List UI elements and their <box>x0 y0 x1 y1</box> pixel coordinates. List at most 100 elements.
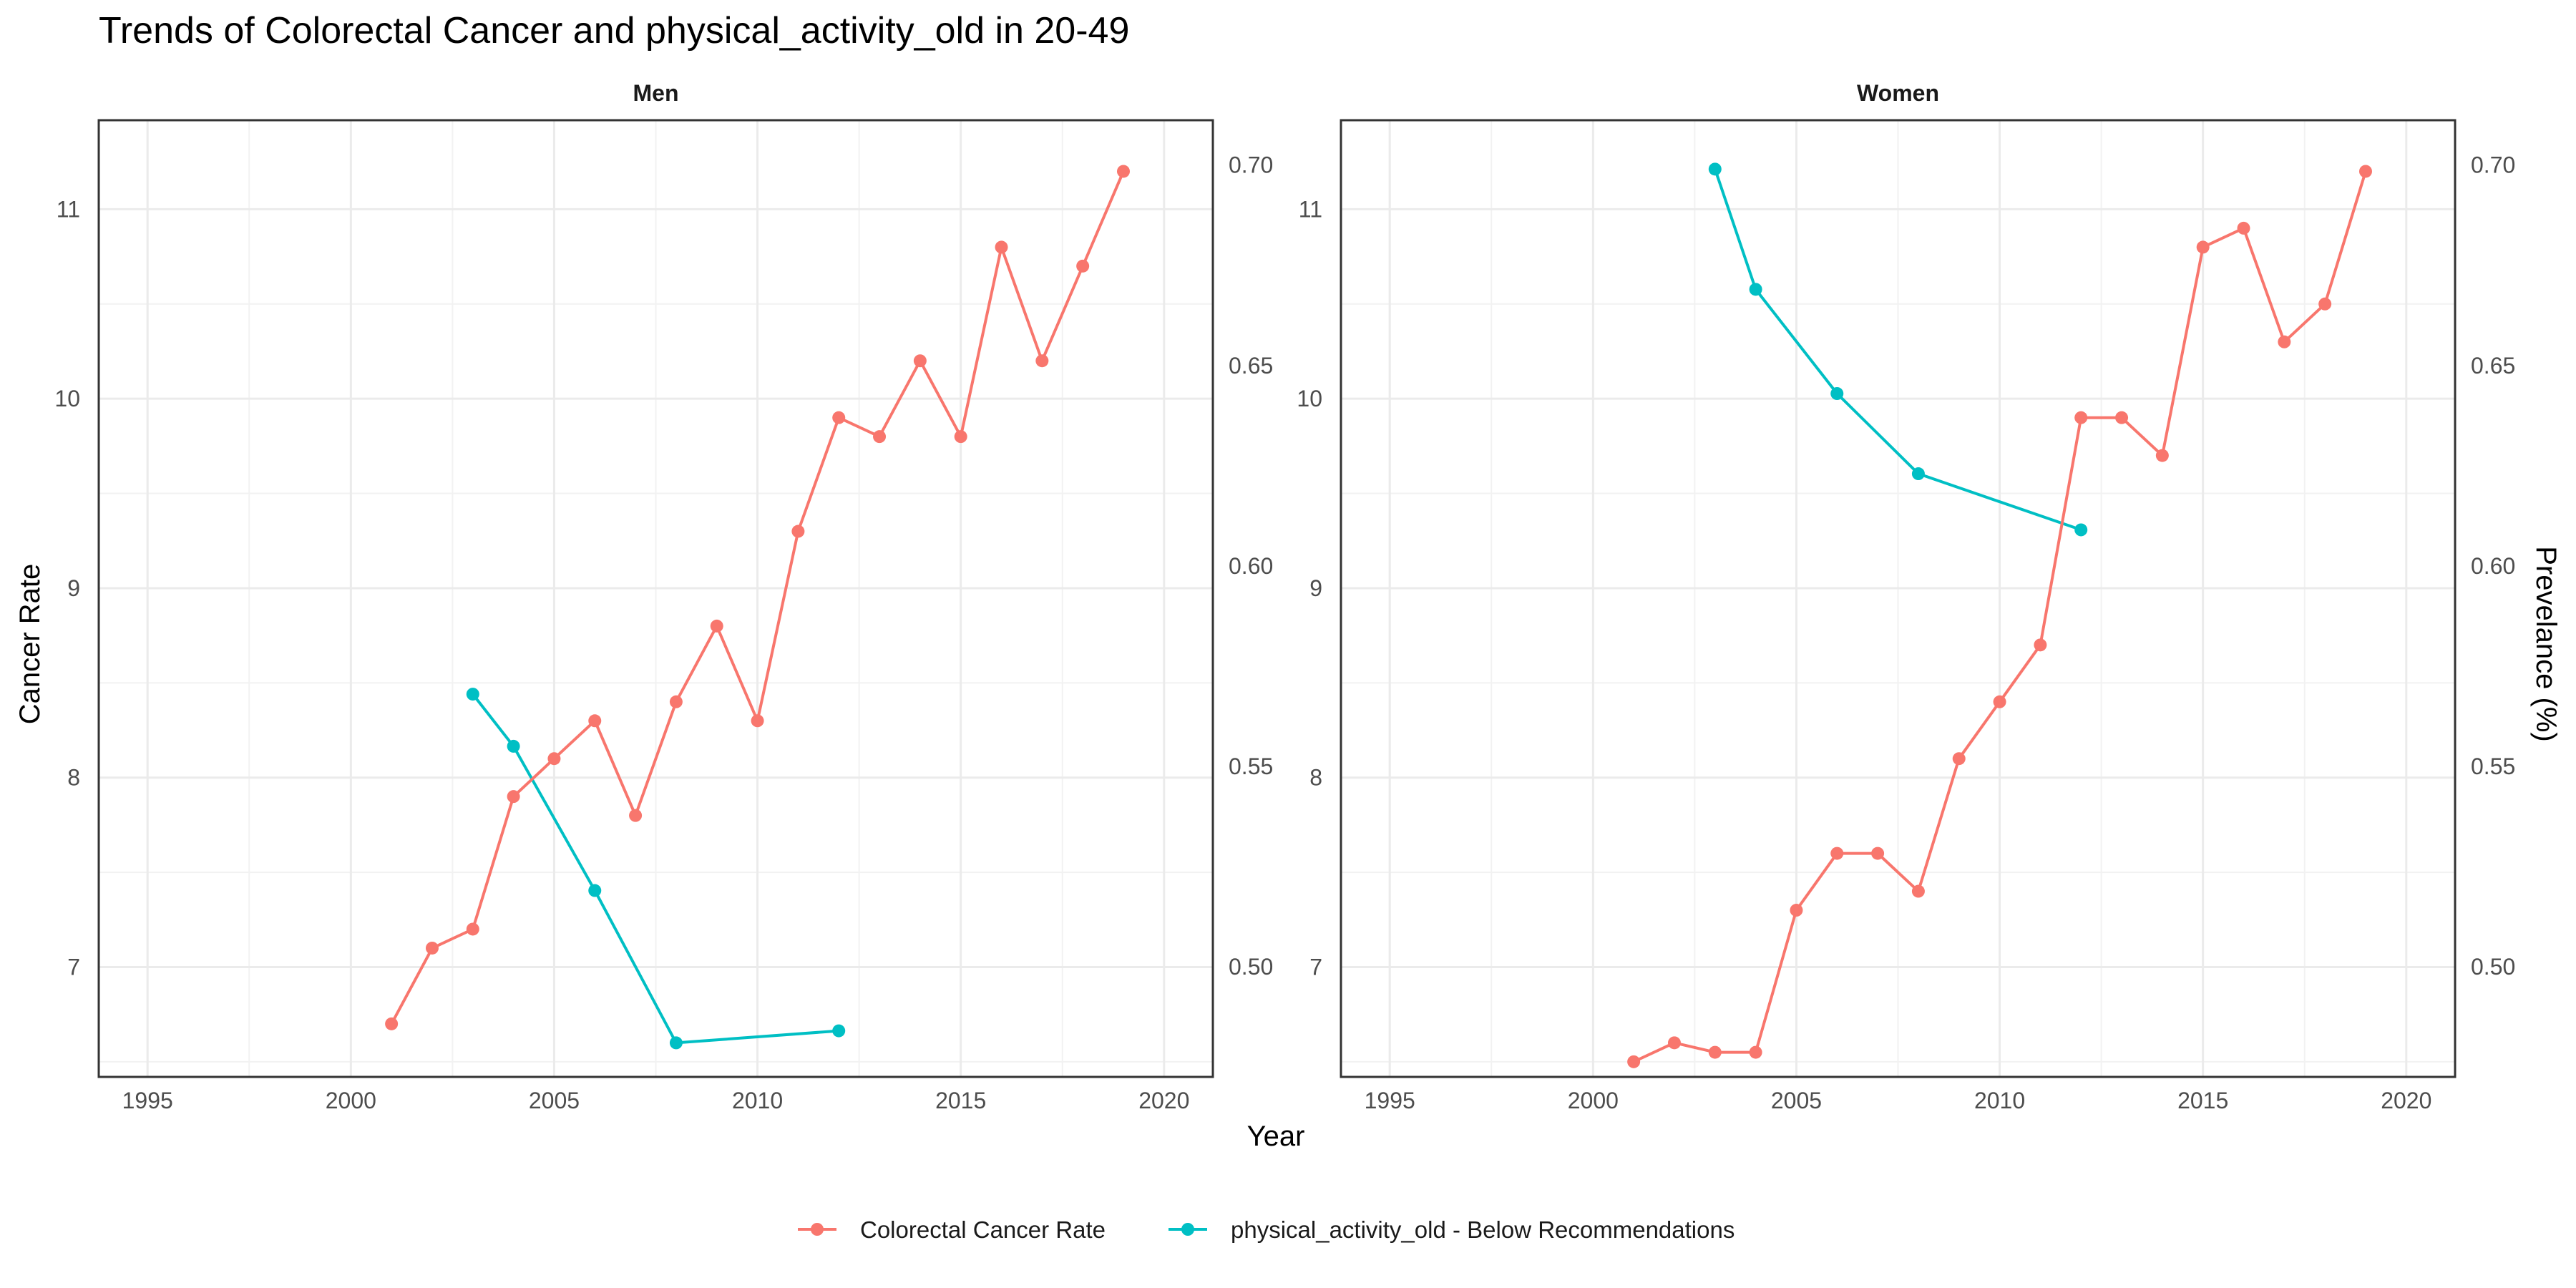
legend-key-point <box>811 1223 824 1236</box>
y-left-tick-label: 7 <box>67 954 80 980</box>
x-tick-label: 2005 <box>529 1088 580 1113</box>
cancer-point <box>2358 165 2372 178</box>
cancer-point <box>1830 847 1844 860</box>
x-tick-label: 2005 <box>1771 1088 1822 1113</box>
cancer-point <box>1790 904 1803 917</box>
activity-point <box>2074 523 2088 537</box>
panel-men: Men 1995 2000 2005 2010 2015 2020 7 8 9 10 11 0.50 0.… <box>54 80 1273 1113</box>
activity-series-women <box>1708 162 2088 537</box>
y-left-axis-title: Cancer Rate <box>14 564 46 725</box>
y-right-axis-title: Prevelance (%) <box>2530 546 2562 741</box>
legend-key-point <box>1181 1223 1194 1236</box>
y-left-tick-label: 10 <box>54 386 80 411</box>
cancer-point <box>1667 1036 1681 1050</box>
activity-point <box>507 739 520 753</box>
panel-frame <box>1340 119 2457 1078</box>
activity-series-men <box>466 688 846 1050</box>
cancer-point <box>466 922 479 936</box>
y-right-tick-label: 0.70 <box>1229 152 1273 178</box>
activity-point <box>1708 162 1722 176</box>
cancer-point <box>2278 335 2291 348</box>
legend-item-activity: physical_activity_old - Below Recommenda… <box>1169 1216 1735 1243</box>
x-tick-label: 2010 <box>1974 1088 2025 1113</box>
cancer-point <box>2318 297 2332 311</box>
cancer-point <box>710 619 723 633</box>
cancer-point <box>1911 884 1925 898</box>
y-left-tick-label: 9 <box>1309 575 1322 601</box>
legend-label: Colorectal Cancer Rate <box>860 1216 1106 1243</box>
x-tick-label: 2000 <box>1568 1088 1619 1113</box>
cancer-point <box>954 430 967 444</box>
cancer-point <box>995 240 1008 254</box>
x-tick-label: 2015 <box>2177 1088 2228 1113</box>
panel-women: Women 1995 2000 2005 2010 2015 2020 7 8 9 10 11 0.50… <box>1297 80 2515 1113</box>
x-tick-label: 1995 <box>1365 1088 1415 1113</box>
cancer-point <box>751 714 764 728</box>
cancer-point <box>507 790 520 804</box>
activity-point <box>1830 387 1844 400</box>
panel-title: Women <box>1857 80 1939 106</box>
cancer-point <box>873 430 887 444</box>
cancer-point <box>1035 354 1049 368</box>
y-left-tick-label: 10 <box>1297 386 1322 411</box>
y-right-tick-label: 0.60 <box>1229 553 1273 579</box>
cancer-point <box>547 752 561 766</box>
activity-point <box>1911 467 1925 481</box>
x-tick-label: 2020 <box>1138 1088 1189 1113</box>
y-right-tick-label: 0.55 <box>1229 753 1273 779</box>
activity-point <box>832 1024 846 1038</box>
cancer-point <box>2155 449 2169 462</box>
cancer-point <box>1708 1045 1722 1059</box>
cancer-point <box>2196 240 2210 254</box>
y-right-tick-label: 0.50 <box>2471 954 2515 980</box>
cancer-point <box>1116 165 1130 178</box>
cancer-point <box>1076 259 1090 273</box>
cancer-point <box>832 411 846 424</box>
cancer-point <box>2034 638 2047 652</box>
cancer-point <box>425 941 439 955</box>
y-right-tick-label: 0.65 <box>1229 353 1273 379</box>
activity-point <box>588 884 602 897</box>
cancer-point <box>1627 1055 1641 1068</box>
y-right-tick-label: 0.65 <box>2471 353 2515 379</box>
y-right-tick-label: 0.55 <box>2471 753 2515 779</box>
x-tick-label: 1995 <box>122 1088 173 1113</box>
x-axis-title: Year <box>1247 1121 1305 1152</box>
chart-title: Trends of Colorectal Cancer and physical… <box>99 10 1129 52</box>
cancer-point <box>2115 411 2129 424</box>
legend-item-cancer: Colorectal Cancer Rate <box>798 1216 1106 1243</box>
cancer-point <box>629 809 643 822</box>
legend: Colorectal Cancer Rate physical_activity_… <box>798 1216 1735 1243</box>
cancer-series-women <box>1627 165 2372 1068</box>
y-left-tick-label: 8 <box>67 765 80 791</box>
cancer-point <box>385 1017 399 1030</box>
cancer-point <box>588 714 602 728</box>
cancer-point <box>1749 1045 1762 1059</box>
y-left-tick-label: 7 <box>1309 954 1322 980</box>
cancer-point <box>2074 411 2088 424</box>
cancer-point <box>791 525 805 538</box>
cancer-point <box>1871 847 1885 860</box>
cancer-point <box>1993 695 2006 708</box>
legend-label: physical_activity_old - Below Recommenda… <box>1231 1216 1735 1243</box>
y-right-tick-label: 0.50 <box>1229 954 1273 980</box>
cancer-point <box>2237 221 2250 235</box>
x-tick-label: 2010 <box>732 1088 783 1113</box>
activity-point <box>669 1036 683 1050</box>
panel-title: Men <box>633 80 679 106</box>
x-tick-label: 2020 <box>2381 1088 2431 1113</box>
y-left-tick-label: 9 <box>67 575 80 601</box>
cancer-point <box>913 354 927 368</box>
y-left-tick-label: 11 <box>1299 196 1322 222</box>
activity-point <box>1749 283 1762 296</box>
panel-frame <box>97 119 1214 1078</box>
cancer-point <box>1952 752 1966 766</box>
x-tick-label: 2015 <box>935 1088 986 1113</box>
activity-point <box>466 688 479 701</box>
cancer-point <box>669 695 683 708</box>
x-tick-label: 2000 <box>326 1088 376 1113</box>
y-right-tick-label: 0.70 <box>2471 152 2515 178</box>
y-left-tick-label: 11 <box>57 196 80 222</box>
cancer-series-men <box>385 165 1130 1030</box>
